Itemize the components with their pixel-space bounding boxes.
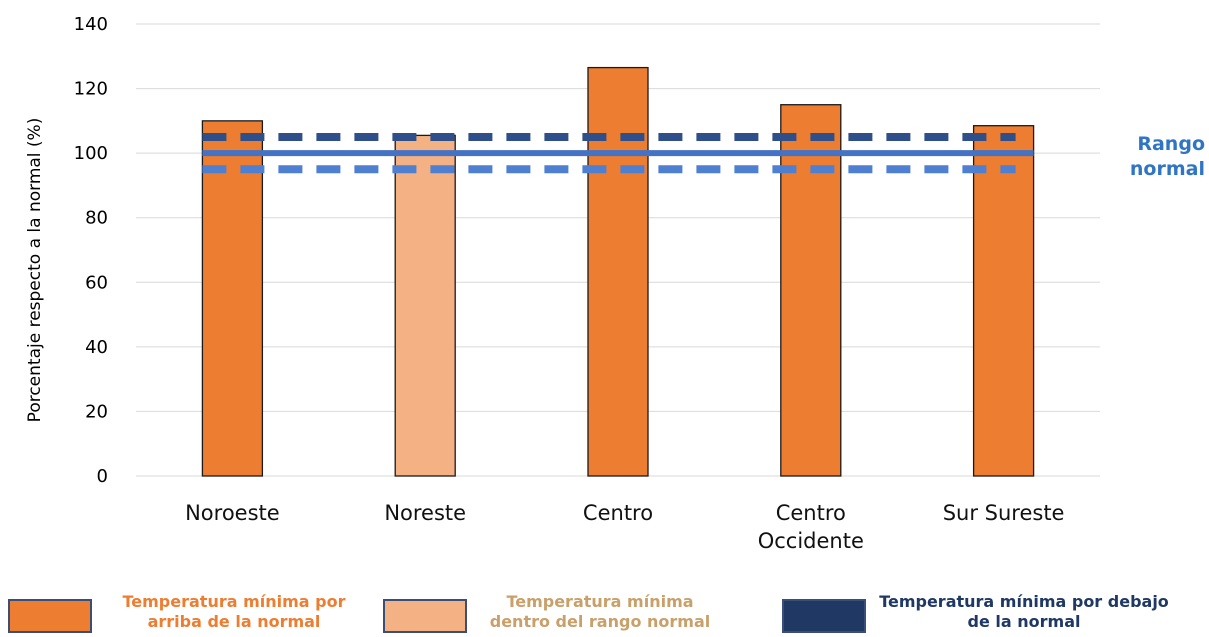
y-tick-label: 40 [85,337,108,358]
y-tick-label: 140 [74,14,108,35]
bar-chart: 0 20 40 60 80 100 120 140 Noroeste Noreste Centro… [25,14,1100,553]
category-label: Noroeste [185,501,280,525]
legend-label-within: Temperatura mínima dentro del rango norm… [489,592,711,631]
bar-noreste [394,134,456,477]
legend: Temperatura mínima por arriba de la norm… [0,592,1209,637]
y-tick-labels: 0 20 40 60 80 100 120 140 [74,14,108,487]
y-tick-label: 20 [85,401,108,422]
legend-swatch-within [383,599,467,633]
category-label: Sur Sureste [943,501,1065,525]
y-tick-label: 100 [74,143,108,164]
category-label: Centro [583,501,653,525]
normal-range-label: Rango normal [1129,133,1205,180]
category-labels: Noroeste Noreste Centro Centro Occidente Sur … [185,501,1064,553]
bar-centro [587,66,649,477]
legend-swatch-above [8,599,92,633]
y-tick-label: 60 [85,272,108,293]
category-label: Noreste [384,501,466,525]
bars [201,66,1035,477]
bar-noroeste [201,120,264,477]
category-label: Centro [776,501,846,525]
y-tick-label: 80 [85,208,108,229]
legend-swatch-below [782,599,866,633]
legend-label-below: Temperatura mínima por debajo de la norm… [879,592,1169,631]
y-axis-label: Porcentaje respecto a la normal (%) [25,118,45,423]
legend-item-above: Temperatura mínima por arriba de la norm… [8,592,368,637]
legend-item-within: Temperatura mínima dentro del rango norm… [383,592,753,637]
bar-centro-occidente [780,104,842,477]
category-label: Occidente [758,529,864,553]
legend-item-below: Temperatura mínima por debajo de la norm… [782,592,1202,637]
bar-sur-sureste [972,125,1035,477]
reference-lines [202,133,1034,174]
y-tick-label: 0 [97,466,108,487]
legend-label-above: Temperatura mínima por arriba de la norm… [122,592,346,631]
y-tick-label: 120 [74,79,108,100]
